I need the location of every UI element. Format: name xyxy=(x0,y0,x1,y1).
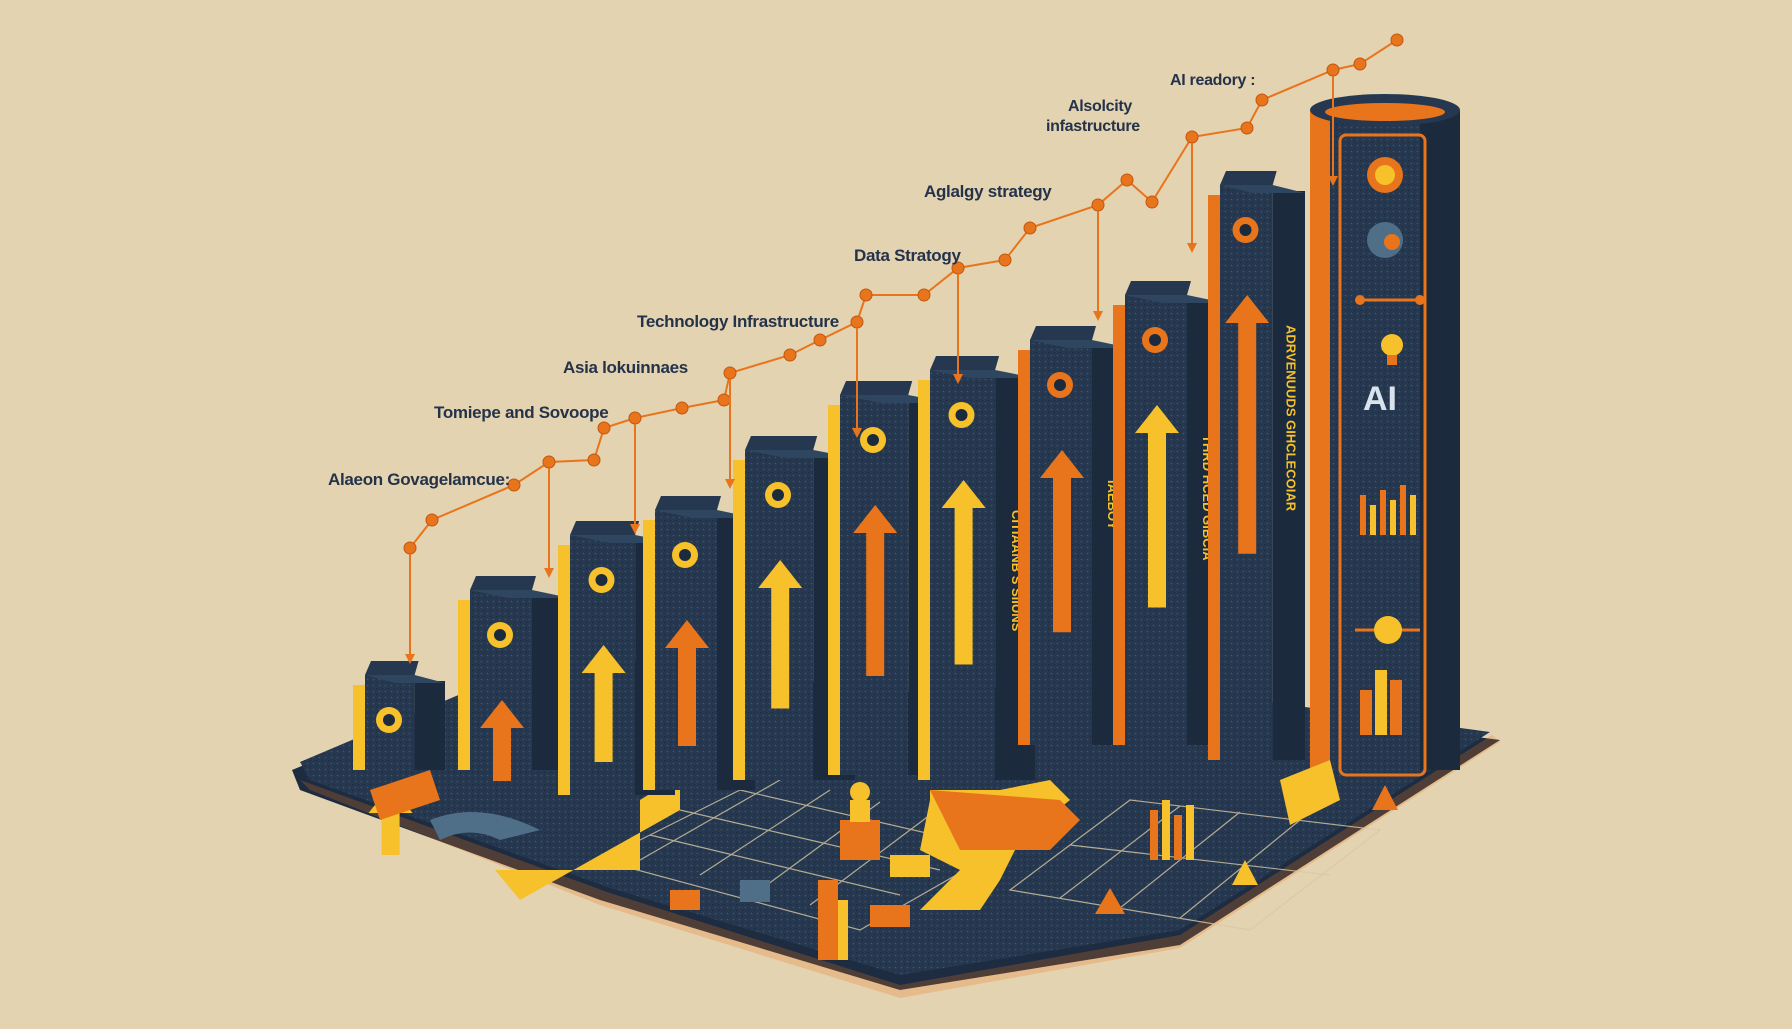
platform-props xyxy=(370,760,1398,960)
milestone-dot xyxy=(813,333,827,347)
arrow-up-icon xyxy=(581,645,626,762)
milestone-dot xyxy=(1091,198,1105,212)
coin-icon xyxy=(1355,616,1420,644)
crate-prop xyxy=(370,770,440,820)
milestone-dot xyxy=(1255,93,1269,107)
building-icon xyxy=(840,782,880,860)
milestone-dot xyxy=(507,478,521,492)
milestone-dot xyxy=(917,288,931,302)
gear-icon xyxy=(1367,157,1403,193)
milestone-dot xyxy=(597,421,611,435)
stage-label-ai-strategy: Aglalgy strategy xyxy=(924,182,1052,201)
arrow-up-icon xyxy=(853,505,898,676)
column-bar: CITIAANB S SIIUNS xyxy=(918,356,1035,780)
milestone-dot xyxy=(723,366,737,380)
column-bar: THRD HCED GIBCIA xyxy=(1113,281,1225,745)
milestone-dot xyxy=(542,455,556,469)
yellow-pathway xyxy=(495,775,1080,910)
crate-prop xyxy=(870,905,910,927)
arrow-up-icon xyxy=(941,480,986,665)
arrow-up-icon xyxy=(758,560,803,709)
network-icon xyxy=(1355,295,1425,305)
milestone-dot xyxy=(859,288,873,302)
milestone-dot xyxy=(1353,57,1367,71)
stage-label-business: Asia lokuinnaes xyxy=(563,358,688,377)
stage-label-technology-infrastructure: Technology Infrastructure xyxy=(637,312,839,331)
stage-label-scalability-line2: infastructure xyxy=(1046,118,1140,135)
building-icon xyxy=(1360,670,1402,735)
bar-chart-icon xyxy=(1360,485,1416,535)
crate-prop xyxy=(1280,760,1340,825)
milestone-dot xyxy=(850,315,864,329)
ai-tower: AI xyxy=(1310,94,1460,777)
arrow-up-icon xyxy=(1040,450,1084,633)
milestone-dot xyxy=(1120,173,1134,187)
milestone-dot xyxy=(1326,63,1340,77)
building-icon xyxy=(818,880,848,960)
arrow-up-icon xyxy=(480,700,524,781)
arrow-up-icon xyxy=(1225,295,1270,554)
arrow-up-icon xyxy=(665,620,709,746)
milestone-dot xyxy=(675,401,689,415)
ribbon-prop xyxy=(430,812,540,840)
milestone-dot xyxy=(1023,221,1037,235)
bar-chart-icon xyxy=(1150,800,1194,860)
stage-label-governance: Alaeon Govagelamcue: xyxy=(328,470,511,489)
connector-lines xyxy=(403,33,1404,664)
column-bar xyxy=(458,576,570,781)
milestone-dot xyxy=(1240,121,1254,135)
crate-prop xyxy=(670,890,700,910)
coin-icon xyxy=(1367,222,1403,258)
milestone-dot xyxy=(403,541,417,555)
stage-label-data-strategy: Data Stratogy xyxy=(854,246,961,265)
crate-prop xyxy=(890,855,930,877)
stage-label-scope: Tomiepe and Sovoope xyxy=(434,403,609,422)
milestone-dot xyxy=(1185,130,1199,144)
lightbulb-icon xyxy=(1381,334,1403,365)
pyramid-icon xyxy=(1095,785,1398,914)
milestone-dot xyxy=(1390,33,1404,47)
column-bar: ADRVENUUDS GIHCLECOIAR xyxy=(1208,171,1305,760)
milestone-dot xyxy=(1145,195,1159,209)
milestone-dot xyxy=(998,253,1012,267)
milestone-dot xyxy=(628,411,642,425)
arrow-up-icon xyxy=(1135,405,1179,608)
milestone-dot xyxy=(717,393,731,407)
stage-label-ai-readiness: AI readory : xyxy=(1170,72,1256,89)
column-caption: ADRVENUUDS GIHCLECOIAR xyxy=(1283,325,1298,512)
milestone-dot xyxy=(425,513,439,527)
columns-group: LOVBA SAAUBESINUBASS STIUIDNCITIAANB S S… xyxy=(353,171,1305,855)
ai-badge: AI xyxy=(1363,380,1397,418)
milestone-dot xyxy=(587,453,601,467)
stage-label-scalability: Alsolcity xyxy=(1068,98,1132,115)
milestone-dot xyxy=(783,348,797,362)
crate-prop xyxy=(740,880,770,902)
